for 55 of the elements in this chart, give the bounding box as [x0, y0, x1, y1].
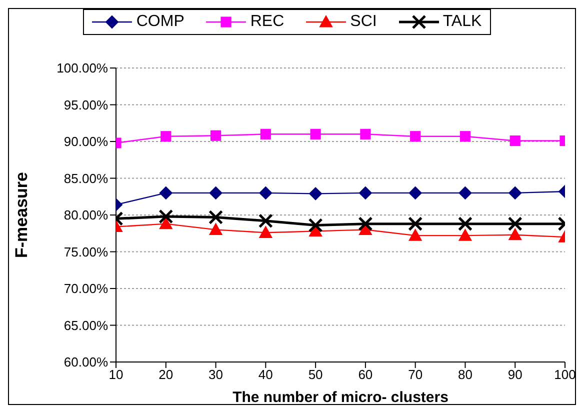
legend-label: SCI: [350, 13, 377, 31]
legend-label: TALK: [442, 13, 482, 31]
point: [309, 187, 322, 200]
point: [508, 186, 522, 200]
y-tick-label: 85.00%: [64, 170, 108, 186]
y-tick-label: 95.00%: [64, 97, 108, 112]
point: [158, 209, 174, 224]
x-tick-label: 90: [508, 367, 522, 382]
point: [310, 128, 321, 140]
point: [210, 130, 222, 141]
legend-label: REC: [250, 13, 284, 31]
point: [259, 186, 272, 200]
point: [208, 210, 224, 224]
y-tick-label: 90.00%: [64, 134, 108, 150]
point: [358, 186, 372, 200]
y-tick-label: 80.00%: [64, 208, 108, 223]
point: [209, 223, 222, 235]
point: [458, 186, 472, 200]
x-tick-label: 100: [554, 367, 576, 382]
point: [508, 228, 522, 240]
x-tick-label: 50: [308, 367, 323, 382]
point: [510, 135, 520, 146]
x-tick-label: 20: [158, 367, 174, 382]
y-axis-title: F-measure: [12, 172, 32, 258]
point: [259, 226, 272, 238]
point: [209, 186, 222, 200]
x-tick-label: 80: [458, 367, 472, 382]
point: [260, 128, 271, 140]
x-tick-label: 70: [408, 367, 423, 382]
point: [159, 217, 172, 230]
point: [408, 186, 422, 200]
point: [360, 128, 371, 140]
y-tick-label: 60.00%: [64, 354, 108, 370]
legend-label: COMP: [136, 13, 184, 31]
point: [408, 216, 423, 232]
point: [410, 131, 421, 142]
x-tick-label: 40: [258, 367, 273, 382]
point: [460, 131, 471, 142]
y-tick-label: 100.00%: [56, 60, 108, 76]
point: [159, 186, 172, 200]
x-axis-title: The number of micro- clusters: [232, 389, 448, 406]
y-tick-label: 65.00%: [64, 318, 108, 333]
point: [358, 216, 373, 232]
y-tick-label: 75.00%: [64, 244, 108, 260]
point: [508, 216, 522, 232]
point: [160, 131, 172, 142]
point: [458, 216, 472, 232]
x-tick-label: 30: [208, 367, 224, 382]
y-tick-label: 70.00%: [64, 281, 108, 296]
point: [258, 214, 273, 228]
x-tick-label: 10: [108, 367, 124, 382]
point: [308, 218, 323, 233]
point: [408, 229, 422, 241]
point: [458, 229, 472, 241]
x-tick-label: 60: [358, 367, 373, 382]
